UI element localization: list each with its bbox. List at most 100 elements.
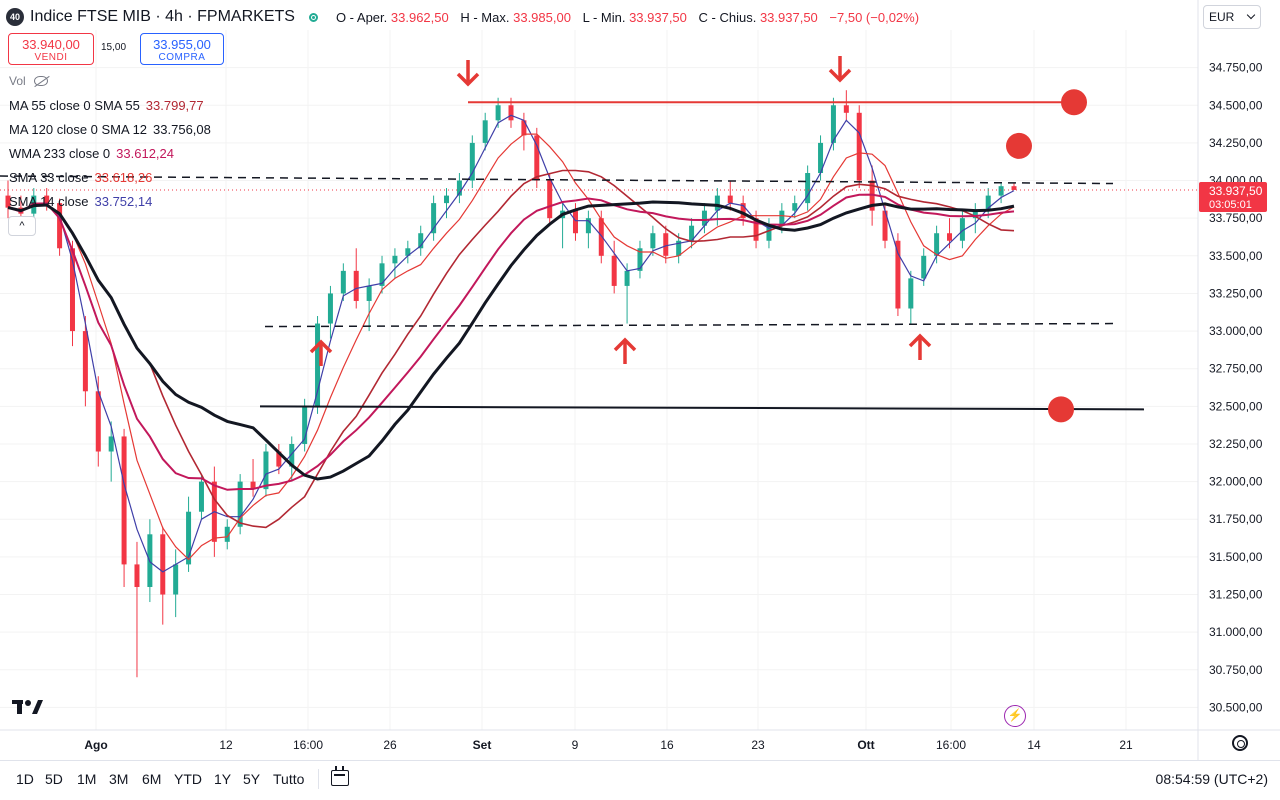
eye-off-icon[interactable]	[33, 76, 48, 86]
y-tick-label: 31.250,00	[1209, 588, 1263, 602]
candle-body	[972, 210, 978, 219]
candle-body	[805, 173, 811, 204]
currency-select[interactable]: EUR	[1203, 5, 1261, 29]
candle-body	[714, 195, 720, 211]
candle-body	[1011, 186, 1017, 190]
range-3m-button[interactable]: 3M	[109, 771, 129, 787]
candle-body	[250, 481, 256, 490]
range-1m-button[interactable]: 1M	[77, 771, 97, 787]
settings-icon[interactable]	[1232, 735, 1248, 751]
candle-body	[959, 218, 965, 241]
range-5d-button[interactable]: 5D	[45, 771, 63, 787]
volume-label: Vol	[9, 74, 26, 88]
calendar-icon[interactable]	[331, 766, 349, 786]
candle-body	[598, 218, 604, 256]
range-6m-button[interactable]: 6M	[142, 771, 162, 787]
candle-body	[340, 270, 346, 294]
spread-value: 15,00	[101, 42, 127, 53]
arrow-head	[309, 339, 333, 354]
candle-body	[95, 391, 101, 452]
indicator-label: MA 120 close 0 SMA 12	[9, 122, 148, 137]
candle-body	[82, 331, 88, 392]
upper-dashed-channel	[0, 175, 1114, 185]
y-tick-label: 32.000,00	[1209, 475, 1263, 489]
candle-body	[947, 233, 953, 241]
x-tick-label: Ott	[857, 738, 874, 752]
indicator-sma14[interactable]: SMA 14 close 33.752,14	[9, 194, 152, 209]
indicator-ma55[interactable]: MA 55 close 0 SMA 55 33.799,77	[9, 98, 204, 113]
candle-body	[160, 534, 166, 595]
clock[interactable]: 08:54:59 (UTC+2)	[1155, 771, 1268, 787]
range-5y-button[interactable]: 5Y	[243, 771, 261, 787]
candle-body	[392, 255, 398, 264]
chevron-up-icon[interactable]: ^	[8, 216, 36, 236]
volume-legend[interactable]: Vol	[9, 74, 48, 88]
indicator-sma33[interactable]: SMA 33 close 33.618,26	[9, 170, 152, 185]
y-tick-label: 31.000,00	[1209, 625, 1263, 639]
tradingview-logo-icon[interactable]	[12, 698, 44, 716]
candlestick-series	[5, 90, 1017, 678]
arrow-head	[613, 337, 637, 352]
x-tick-label: 16	[660, 738, 674, 752]
arrow-head	[828, 68, 852, 83]
annotations	[0, 56, 1198, 423]
range-all-button[interactable]: Tutto	[273, 771, 305, 787]
candle-body	[186, 511, 192, 565]
candle-body	[353, 270, 359, 301]
indicator-ma120[interactable]: MA 120 close 0 SMA 12 33.756,08	[9, 122, 211, 137]
candle-body	[57, 203, 63, 249]
candle-body	[366, 285, 372, 301]
sell-label: VENDI	[34, 52, 68, 63]
candle-body	[624, 270, 630, 286]
buy-button[interactable]: 33.955,00 COMPRA	[140, 33, 224, 65]
ohlc-high-value: 33.985,00	[513, 9, 571, 25]
candle-body	[121, 436, 127, 565]
y-tick-label: 30.750,00	[1209, 663, 1263, 677]
x-tick-label: 14	[1027, 738, 1041, 752]
buy-price: 33.955,00	[153, 37, 211, 52]
indicator-value: 33.612,24	[116, 146, 174, 161]
candle-body	[444, 195, 450, 204]
lightning-icon[interactable]: ⚡	[1004, 705, 1026, 727]
x-tick-label: 23	[751, 738, 765, 752]
indicator-value: 33.756,08	[153, 122, 211, 137]
candle-body	[327, 293, 333, 324]
candle-body	[379, 263, 385, 286]
candle-body	[263, 451, 269, 490]
axes: 30.500,00 30.750,00 31.000,00 31.250,00 31.5…	[0, 0, 1280, 760]
ohlc-change-value: −7,50 (−0,02%)	[829, 9, 920, 25]
sell-button[interactable]: 33.940,00 VENDI	[8, 33, 94, 65]
candle-body	[611, 255, 617, 286]
candle-body	[856, 112, 862, 181]
candle-body	[482, 120, 488, 143]
symbol-badge: 40	[6, 8, 24, 26]
y-tick-label: 33.250,00	[1209, 286, 1263, 300]
last-price-label: 33.937,50	[1209, 184, 1263, 198]
last-price-badge	[1199, 181, 1267, 212]
currency-value: EUR	[1209, 10, 1235, 24]
support-marker	[1048, 396, 1074, 423]
ohlc-high-label: H - Max.	[460, 9, 510, 25]
candle-body	[908, 278, 914, 309]
y-tick-label: 34.500,00	[1209, 98, 1263, 112]
x-tick-label: Set	[473, 738, 492, 752]
x-tick-label: 21	[1119, 738, 1133, 752]
ohlc-open-label: O - Aper.	[335, 9, 388, 25]
symbol-title[interactable]: Indice FTSE MIB · 4h · FPMARKETS	[30, 8, 295, 25]
range-1d-button[interactable]: 1D	[16, 771, 34, 787]
candle-body	[495, 105, 501, 121]
market-status-icon	[308, 12, 318, 22]
range-ytd-button[interactable]: YTD	[174, 771, 202, 787]
symbol-header[interactable]: 40 Indice FTSE MIB · 4h · FPMARKETS O - …	[6, 6, 919, 28]
candle-body	[985, 195, 991, 211]
candle-body	[418, 233, 424, 249]
candle-body	[727, 195, 733, 204]
indicator-wma233[interactable]: WMA 233 close 0 33.612,24	[9, 146, 174, 161]
range-1y-button[interactable]: 1Y	[214, 771, 232, 787]
ohlc-close-label: C - Chius.	[698, 9, 757, 25]
candle-body	[766, 225, 772, 241]
candle-body	[998, 186, 1004, 196]
lower-dashed-channel	[264, 322, 1114, 328]
ma55-line	[7, 169, 1015, 529]
